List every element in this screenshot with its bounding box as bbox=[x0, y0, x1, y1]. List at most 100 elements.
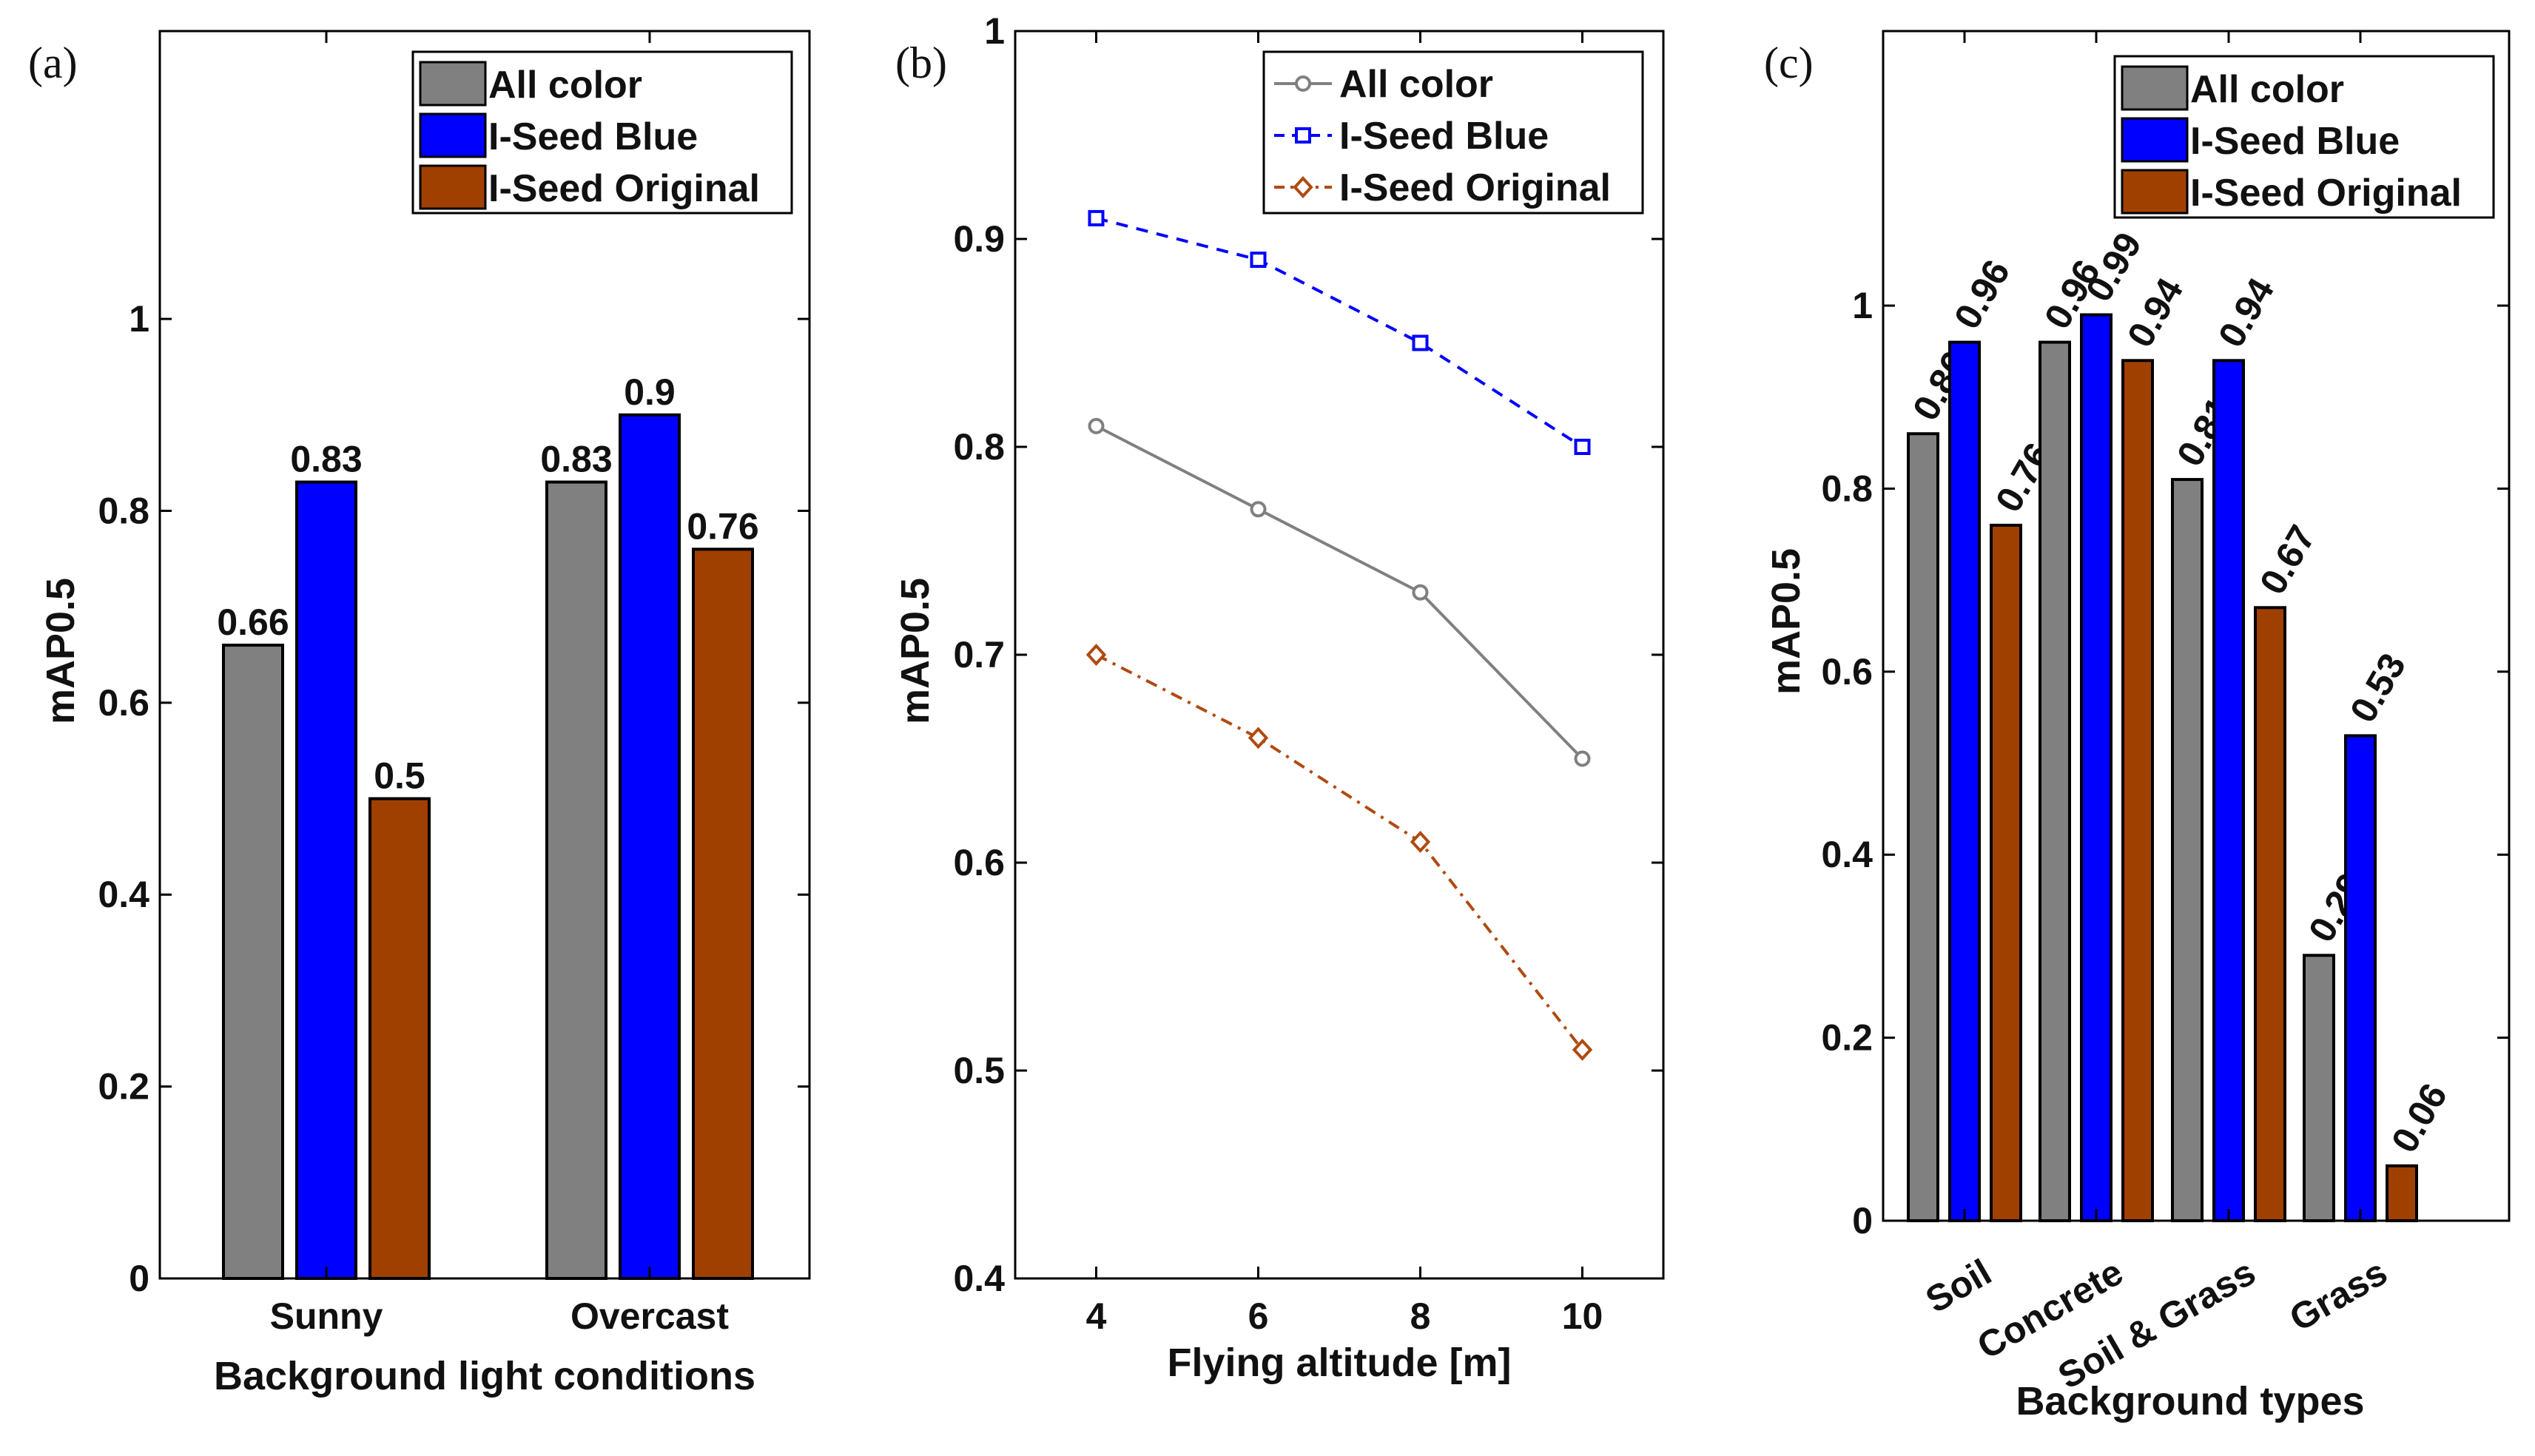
bar-all-color-soil-grass bbox=[2171, 478, 2204, 1222]
point-i-seed-blue-8 bbox=[1412, 334, 1429, 351]
y-tick-label: 1 bbox=[984, 10, 1005, 52]
panel-b-legend-original: I-Seed Original bbox=[1339, 166, 1611, 209]
y-tick-label: 0.6 bbox=[953, 842, 1005, 883]
panel-a-axes-box bbox=[158, 30, 811, 1280]
panel-b-legend-blue: I-Seed Blue bbox=[1339, 115, 1549, 158]
y-tick-label: 0 bbox=[1852, 1200, 1873, 1241]
panel-a-legend-swatch-blue bbox=[419, 112, 487, 158]
point-i-seed-blue-10 bbox=[1574, 439, 1591, 455]
point-all-color-6 bbox=[1250, 501, 1267, 518]
panel-a-legend-all-color: All color bbox=[488, 64, 642, 107]
data-label-i-seed-blue-soil: 0.96 bbox=[1946, 253, 2018, 336]
bar-i-seed-original-grass bbox=[2386, 1164, 2418, 1223]
panel-b-legend: All color I-Seed Blue I-Seed Original bbox=[1262, 50, 1644, 215]
panel-c-legend-blue: I-Seed Blue bbox=[2190, 120, 2400, 163]
x-tick-label-6: 6 bbox=[1248, 1295, 1269, 1337]
point-i-seed-original-6 bbox=[1248, 727, 1269, 749]
panel-c-y-ticks: 0 0.2 0.4 0.6 0.8 1 bbox=[1821, 285, 2509, 1241]
bar-i-seed-blue-sunny bbox=[295, 480, 357, 1280]
y-tick-label: 0 bbox=[129, 1258, 149, 1299]
panel-b-legend-all-color: All color bbox=[1339, 63, 1493, 106]
line-i-seed-blue bbox=[1096, 216, 1583, 448]
panel-a-bars: 0.66 0.83 0.5 0.83 0.9 0.76 bbox=[217, 371, 759, 1280]
data-label-i-seed-blue-grass: 0.53 bbox=[2342, 647, 2414, 729]
data-label-i-seed-original-concrete: 0.94 bbox=[2119, 271, 2191, 354]
data-label-all-color-overcast: 0.83 bbox=[540, 439, 612, 480]
panel-a-legend: All color I-Seed Blue I-Seed Original bbox=[411, 50, 793, 215]
bar-i-seed-original-overcast bbox=[692, 547, 754, 1280]
point-i-seed-blue-6 bbox=[1250, 252, 1267, 269]
bar-all-color-overcast bbox=[545, 480, 607, 1280]
x-tick-label-8: 8 bbox=[1410, 1295, 1431, 1337]
y-tick-label: 0.2 bbox=[1821, 1017, 1873, 1059]
y-tick-label: 0.8 bbox=[953, 426, 1005, 468]
bar-i-seed-original-sunny bbox=[368, 797, 431, 1280]
bar-i-seed-blue-concrete bbox=[2080, 313, 2112, 1222]
x-tick-label-soil: Soil bbox=[1919, 1251, 1998, 1321]
line-i-seed-original bbox=[1095, 653, 1584, 1051]
data-label-i-seed-original-grass: 0.06 bbox=[2383, 1076, 2455, 1159]
panel-c-label: (c) bbox=[1764, 38, 1814, 87]
panel-b-legend-marker-blue bbox=[1295, 127, 1311, 144]
y-tick-label: 0.8 bbox=[98, 490, 149, 531]
panel-b: (b) 0.4 0.5 0.6 0.7 0.8 0.9 1 4 6 8 10 mAP0.5 Fly… bbox=[893, 10, 1665, 1385]
x-tick-label-10: 10 bbox=[1562, 1295, 1603, 1337]
y-tick-label: 0.6 bbox=[1821, 651, 1873, 692]
bar-all-color-grass bbox=[2303, 954, 2335, 1223]
panel-a-label: (a) bbox=[28, 38, 78, 87]
point-all-color-8 bbox=[1412, 584, 1429, 601]
panel-b-axes-box bbox=[1014, 30, 1665, 1280]
data-label-i-seed-original-sunny: 0.5 bbox=[374, 755, 425, 797]
data-label-i-seed-original-soil-grass: 0.67 bbox=[2252, 518, 2323, 601]
panel-b-x-ticks: 4 6 8 10 bbox=[1086, 31, 1603, 1337]
panel-c-legend-swatch-blue bbox=[2121, 117, 2189, 163]
x-tick-label-sunny: Sunny bbox=[270, 1295, 383, 1337]
y-tick-label: 0.6 bbox=[98, 682, 149, 724]
y-tick-label: 0.4 bbox=[98, 874, 149, 915]
y-tick-label: 1 bbox=[129, 298, 149, 340]
bar-all-color-sunny bbox=[222, 644, 284, 1280]
panel-c-legend-all-color: All color bbox=[2190, 68, 2344, 111]
data-label-i-seed-blue-soil-grass: 0.94 bbox=[2210, 271, 2282, 354]
bar-i-seed-original-soil-grass bbox=[2254, 606, 2286, 1222]
panel-c-legend: All color I-Seed Blue I-Seed Original bbox=[2113, 55, 2495, 219]
panel-a-x-ticks: Sunny Overcast bbox=[270, 31, 729, 1337]
point-i-seed-blue-4 bbox=[1088, 209, 1105, 226]
bar-i-seed-blue-overcast bbox=[619, 413, 681, 1280]
bar-all-color-concrete bbox=[2039, 340, 2071, 1222]
panel-c-x-axis-label: Background types bbox=[2016, 1379, 2364, 1423]
bar-i-seed-blue-soil-grass bbox=[2212, 359, 2245, 1222]
panel-b-label: (b) bbox=[895, 38, 947, 87]
x-tick-label-overcast: Overcast bbox=[570, 1295, 729, 1337]
x-tick-label-4: 4 bbox=[1086, 1295, 1107, 1337]
line-all-color bbox=[1095, 425, 1583, 760]
data-label-i-seed-blue-sunny: 0.83 bbox=[290, 439, 362, 480]
point-i-seed-original-8 bbox=[1410, 830, 1431, 853]
panel-b-legend-marker-original bbox=[1293, 176, 1313, 198]
panel-b-y-axis-label: mAP0.5 bbox=[893, 578, 937, 724]
panel-b-lines bbox=[1085, 209, 1593, 1061]
data-label-i-seed-blue-overcast: 0.9 bbox=[624, 371, 676, 413]
panel-a-legend-original: I-Seed Original bbox=[488, 167, 760, 210]
point-all-color-4 bbox=[1088, 417, 1105, 434]
panel-b-legend-marker-all-color bbox=[1295, 75, 1311, 92]
y-tick-label: 0.4 bbox=[1821, 834, 1873, 875]
panel-a-y-axis-label: mAP0.5 bbox=[38, 578, 83, 724]
y-tick-label: 0.2 bbox=[98, 1066, 149, 1108]
bar-i-seed-original-concrete bbox=[2121, 359, 2154, 1222]
panel-c-y-axis-label: mAP0.5 bbox=[1764, 548, 1808, 695]
y-tick-label: 0.9 bbox=[953, 218, 1005, 260]
point-i-seed-original-10 bbox=[1572, 1038, 1593, 1061]
data-label-all-color-sunny: 0.66 bbox=[217, 601, 289, 643]
panel-b-y-ticks: 0.4 0.5 0.6 0.7 0.8 0.9 1 bbox=[953, 10, 1663, 1299]
panel-c-legend-swatch-original bbox=[2121, 169, 2189, 215]
bar-i-seed-blue-soil bbox=[1948, 340, 1981, 1222]
bar-i-seed-original-soil bbox=[1990, 523, 2022, 1222]
panel-a-y-ticks: 0 0.2 0.4 0.6 0.8 1 bbox=[98, 298, 809, 1299]
panel-a: (a) 0 0.2 0.4 0.6 0.8 1 0.66 0.83 0.5 0.83 0.9 0.7… bbox=[28, 30, 811, 1398]
y-tick-label: 0.7 bbox=[953, 634, 1005, 675]
panel-c-legend-original: I-Seed Original bbox=[2190, 172, 2462, 215]
y-tick-label: 1 bbox=[1852, 285, 1873, 326]
panel-c-legend-swatch-all-color bbox=[2121, 65, 2189, 111]
